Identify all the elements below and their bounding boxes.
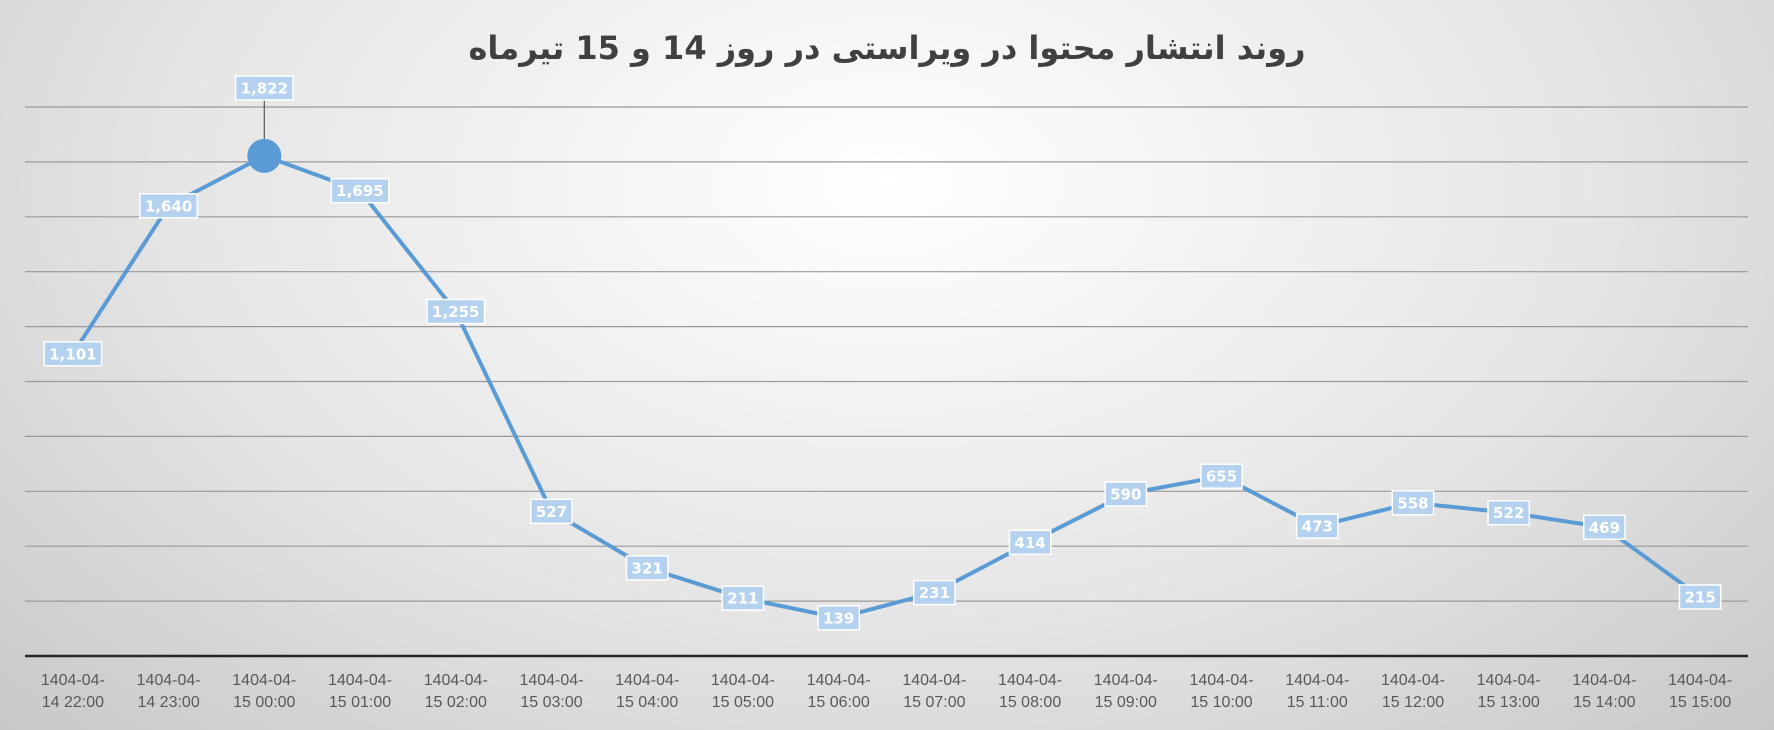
x-tick-label: 1404-04-15 01:00 (327, 672, 393, 711)
value-label-box (1583, 514, 1626, 541)
value-label-box (1295, 513, 1339, 539)
x-tick-label: 1404-04-15 03:00 (519, 672, 584, 711)
x-tick-label: 1404-04-15 00:00 (232, 672, 297, 711)
value-label: 414 (1014, 534, 1045, 552)
x-tick-label: 1404-04-15 07:00 (902, 672, 967, 711)
value-label-box (234, 75, 294, 101)
value-label-box (625, 555, 669, 581)
x-tick-label: 1404-04-15 11:00 (1285, 672, 1350, 711)
x-tick-label: 1404-04-15 04:00 (615, 672, 680, 711)
value-label: 215 (1684, 588, 1715, 606)
x-tick-label: 1404-04-14 23:00 (136, 672, 201, 711)
value-label: 1,101 (49, 345, 96, 363)
value-label: 321 (632, 559, 663, 577)
x-tick-label: 1404-04-15 13:00 (1476, 672, 1541, 711)
line (71, 153, 1702, 620)
value-label-box (1678, 584, 1722, 610)
value-label-box (1391, 490, 1435, 516)
value-label: 1,640 (145, 197, 192, 215)
x-tick-label: 1404-04-15 15:00 (1668, 672, 1733, 711)
value-label: 469 (1589, 519, 1620, 537)
x-tick-label: 1404-04-15 05:00 (710, 672, 775, 711)
value-label-box (912, 579, 956, 606)
value-label: 1,255 (432, 303, 479, 321)
value-label-box (1008, 529, 1052, 556)
chart-title: روند انتشار محتوا در ویراستی در روز 14 و… (469, 29, 1306, 67)
value-label: 522 (1493, 504, 1524, 522)
value-label-box (1487, 499, 1531, 526)
marker (247, 138, 282, 173)
value-label: 1,695 (336, 182, 383, 200)
x-tick-label: 1404-04-15 08:00 (998, 672, 1063, 711)
value-label-box (817, 605, 861, 631)
x-tick-label: 1404-04-15 09:00 (1093, 672, 1158, 711)
value-label: 655 (1206, 468, 1237, 486)
value-label: 527 (536, 503, 567, 521)
value-label-box (1200, 463, 1243, 489)
value-label-box (43, 341, 103, 367)
value-label: 139 (823, 609, 854, 627)
x-tick-label: 1404-04-15 02:00 (423, 672, 488, 711)
value-label-box (1104, 481, 1148, 507)
value-label: 473 (1302, 518, 1333, 536)
value-label-box (139, 193, 199, 219)
value-label: 211 (727, 590, 758, 608)
x-tick-label: 1404-04-15 12:00 (1380, 672, 1445, 711)
x-tick-label: 1404-04-15 14:00 (1572, 672, 1637, 711)
x-tick-label: 1404-04-15 06:00 (806, 672, 871, 711)
value-label-box (721, 585, 765, 611)
value-label: 231 (919, 584, 950, 602)
value-label-box (426, 298, 486, 325)
x-tick-label: 1404-04-14 22:00 (40, 672, 105, 711)
x-tick-label: 1404-04-15 10:00 (1189, 672, 1254, 711)
value-label-box (530, 498, 573, 525)
value-label: 558 (1397, 494, 1428, 512)
value-label-box (330, 177, 390, 204)
value-label: 590 (1110, 486, 1141, 504)
value-label: 1,822 (241, 80, 288, 98)
